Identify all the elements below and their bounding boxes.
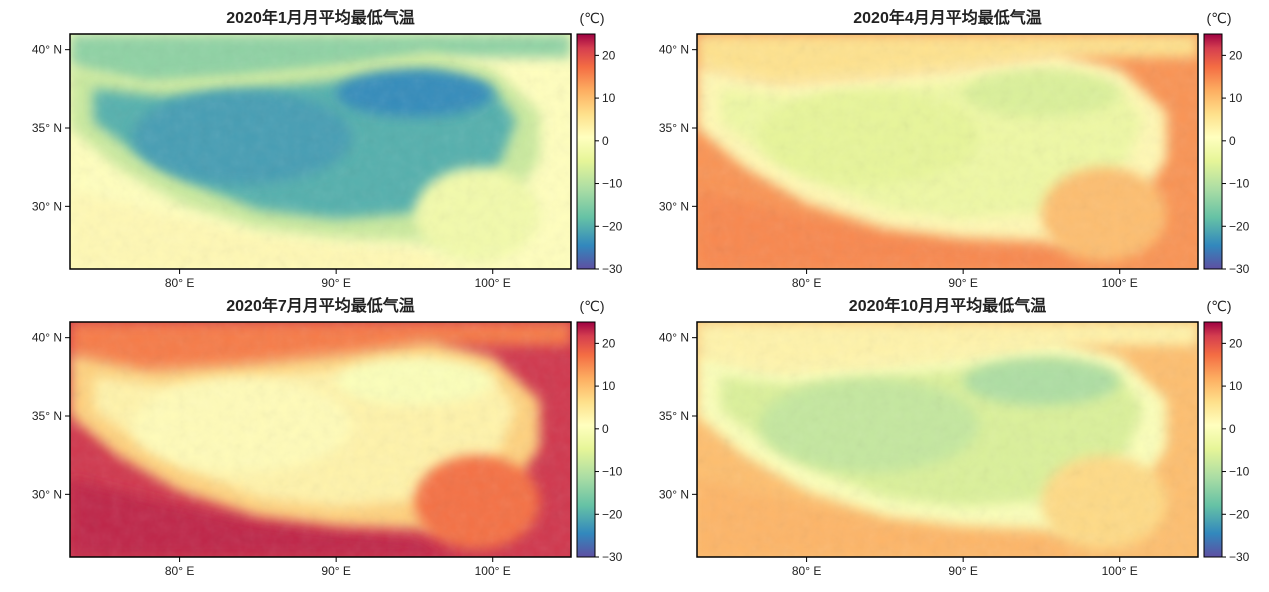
lat-tick-label: 30° N bbox=[659, 199, 689, 213]
colorbar bbox=[1203, 33, 1223, 270]
lat-tick-label: 30° N bbox=[32, 199, 62, 213]
lon-tick-label: 90° E bbox=[321, 564, 350, 578]
map-panel-jan: 2020年1月月平均最低气温 40° N 35° N 30° N 80° E 90° E 1… bbox=[32, 8, 623, 290]
lon-tick-label: 80° E bbox=[165, 564, 194, 578]
map-frame bbox=[69, 33, 572, 270]
lat-tick-label: 40° N bbox=[32, 43, 62, 57]
temperature-raster bbox=[697, 322, 1198, 557]
lon-tick-label: 100° E bbox=[1102, 564, 1138, 578]
map-frame bbox=[69, 321, 572, 558]
lat-tick-label: 35° N bbox=[32, 409, 62, 423]
lat-tick-label: 40° N bbox=[659, 331, 689, 345]
panel-title: 2020年10月月平均最低气温 bbox=[849, 296, 1046, 315]
colorbar-tick-label: −30 bbox=[602, 550, 623, 564]
colorbar-tick-label: 0 bbox=[1229, 422, 1236, 436]
colorbar-tick-label: 10 bbox=[602, 91, 616, 105]
colorbar-tick-label: 10 bbox=[1229, 91, 1243, 105]
lat-tick-label: 40° N bbox=[659, 43, 689, 57]
lon-tick-label: 80° E bbox=[792, 564, 821, 578]
colorbar-tick-label: −30 bbox=[602, 262, 623, 276]
colorbar-tick-label: −10 bbox=[1229, 465, 1250, 479]
lon-tick-label: 80° E bbox=[165, 276, 194, 290]
colorbar-tick-label: 0 bbox=[602, 134, 609, 148]
colorbar-tick-label: −20 bbox=[1229, 507, 1250, 521]
colorbar-tick-label: −10 bbox=[1229, 177, 1250, 191]
lon-tick-label: 90° E bbox=[321, 276, 350, 290]
colorbar-tick-label: −30 bbox=[1229, 262, 1250, 276]
temperature-raster bbox=[70, 322, 571, 557]
temperature-raster bbox=[70, 34, 571, 269]
lat-tick-label: 35° N bbox=[32, 121, 62, 135]
colorbar-tick-label: 0 bbox=[602, 422, 609, 436]
map-frame bbox=[696, 321, 1199, 558]
lat-tick-label: 35° N bbox=[659, 121, 689, 135]
lat-tick-label: 35° N bbox=[659, 409, 689, 423]
lon-tick-label: 100° E bbox=[1102, 276, 1138, 290]
colorbar-tick-label: 20 bbox=[1229, 48, 1243, 62]
colorbar-tick-label: 10 bbox=[1229, 379, 1243, 393]
colorbar-unit-label: (℃) bbox=[579, 298, 604, 314]
temperature-raster bbox=[697, 34, 1198, 269]
colorbar-tick-label: 20 bbox=[602, 336, 616, 350]
colorbar-tick-label: 10 bbox=[602, 379, 616, 393]
colorbar-tick-label: −20 bbox=[1229, 219, 1250, 233]
colorbar bbox=[1203, 321, 1223, 558]
colorbar-unit-label: (℃) bbox=[1206, 298, 1231, 314]
lon-tick-label: 90° E bbox=[948, 276, 977, 290]
colorbar-unit-label: (℃) bbox=[579, 10, 604, 26]
panel-title: 2020年1月月平均最低气温 bbox=[226, 8, 415, 27]
colorbar-tick-label: −20 bbox=[602, 219, 623, 233]
lon-tick-label: 100° E bbox=[475, 564, 511, 578]
lat-tick-label: 30° N bbox=[32, 487, 62, 501]
colorbar-tick-label: −10 bbox=[602, 177, 623, 191]
map-panel-oct: 2020年10月月平均最低气温 40° N 35° N 30° N 80° E 90° E… bbox=[659, 296, 1250, 578]
colorbar bbox=[576, 321, 596, 558]
colorbar-tick-label: 20 bbox=[602, 48, 616, 62]
colorbar-tick-label: −30 bbox=[1229, 550, 1250, 564]
map-frame bbox=[696, 33, 1199, 270]
panel-title: 2020年4月月平均最低气温 bbox=[853, 8, 1042, 27]
map-panel-jul: 2020年7月月平均最低气温 40° N 35° N 30° N 80° E 90° E 1… bbox=[32, 296, 623, 578]
colorbar-tick-label: −10 bbox=[602, 465, 623, 479]
lat-tick-label: 40° N bbox=[32, 331, 62, 345]
panel-title: 2020年7月月平均最低气温 bbox=[226, 296, 415, 315]
lon-tick-label: 80° E bbox=[792, 276, 821, 290]
map-panel-apr: 2020年4月月平均最低气温 40° N 35° N 30° N 80° E 90° E 1… bbox=[659, 8, 1250, 290]
colorbar-tick-label: 20 bbox=[1229, 336, 1243, 350]
colorbar-tick-label: 0 bbox=[1229, 134, 1236, 148]
lat-tick-label: 30° N bbox=[659, 487, 689, 501]
colorbar bbox=[576, 33, 596, 270]
colorbar-unit-label: (℃) bbox=[1206, 10, 1231, 26]
lon-tick-label: 90° E bbox=[948, 564, 977, 578]
colorbar-tick-label: −20 bbox=[602, 507, 623, 521]
lon-tick-label: 100° E bbox=[475, 276, 511, 290]
